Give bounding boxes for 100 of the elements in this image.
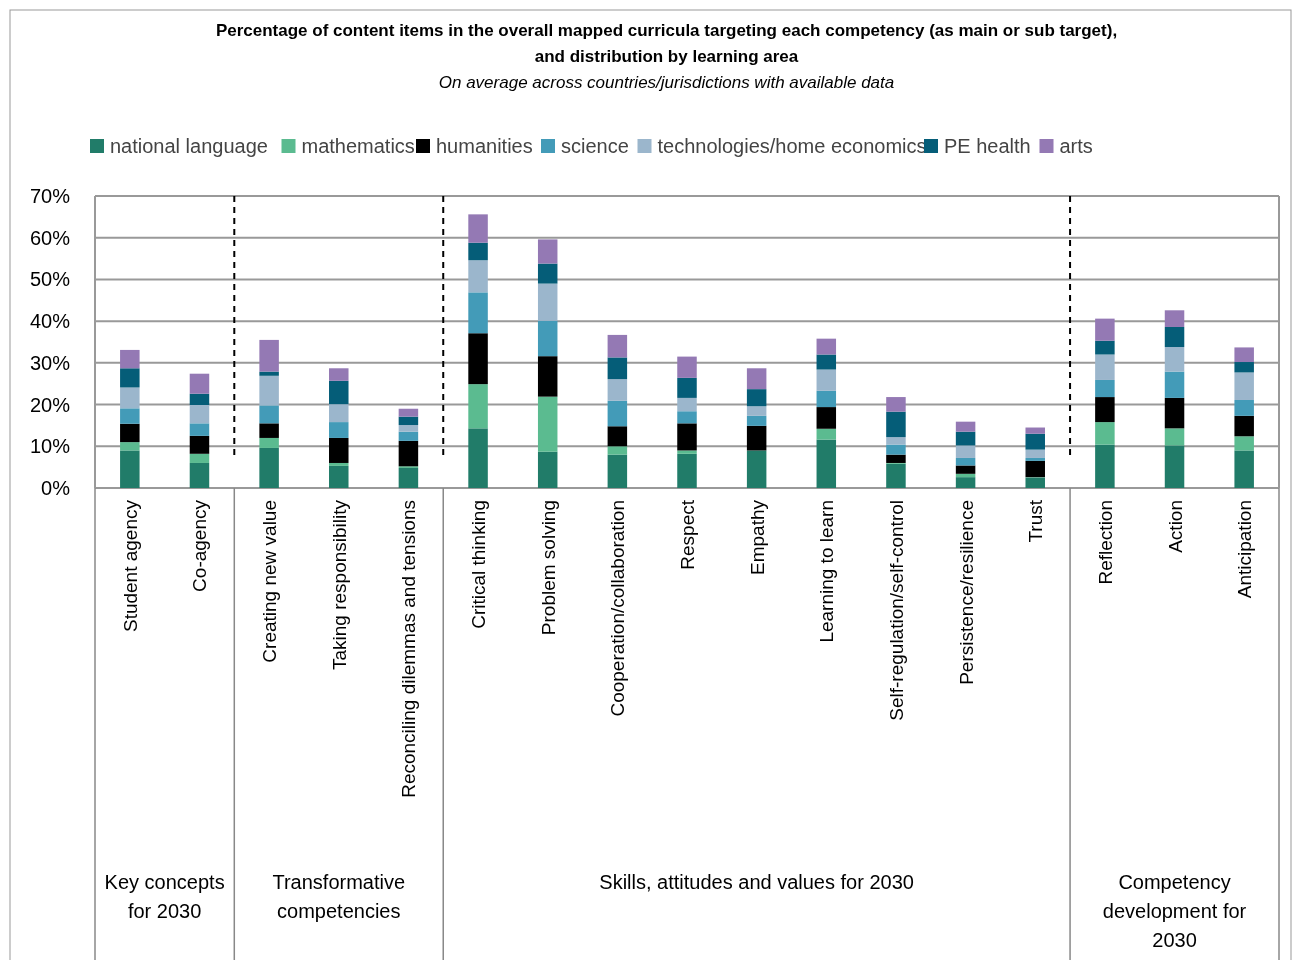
bar [468,428,488,488]
y-tick-label: 30% [29,351,71,374]
bar [886,444,906,455]
bar [120,442,140,451]
bar [398,425,419,432]
bar [259,339,279,372]
text: Transformative competencies [272,871,406,922]
y-tick-label: 70% [29,185,71,207]
bar [1095,340,1115,355]
bar [120,423,140,443]
bar [816,407,837,429]
chart-subtitle: On average across countries/jurisdictions with available data [438,73,895,92]
x-tick-label: Learning to learn [816,500,838,643]
bar [886,437,906,445]
x-tick-label: Co-agency [189,499,211,592]
bar [1025,427,1045,434]
x-tick-label: Reflection [1094,500,1116,585]
bar [537,239,558,264]
bar [607,454,628,488]
bar [1164,371,1185,398]
bar [955,465,976,474]
text: Key concepts for 2030 [104,871,225,922]
bar [537,283,558,321]
y-tick-label: 60% [29,226,71,249]
bar [816,338,837,355]
bar [1025,433,1045,450]
bar [816,369,837,391]
bar [955,457,976,466]
bar [537,263,558,284]
bar [677,397,697,412]
bar [189,453,210,463]
bar [329,368,349,381]
bar [607,379,628,401]
bar [259,423,279,438]
x-tick-label: Anticipation [1234,500,1256,599]
x-tick-label: Trust [1025,499,1047,543]
x-tick-label: Cooperation/collaboration [607,500,629,717]
chart-title: Percentage of content items in the overall mapped curricula targeting each competency (as main or sub target), and distribution by learning area [215,21,1118,66]
bar [189,423,210,436]
bar [259,371,279,376]
bar [1164,310,1185,327]
bar [259,405,279,424]
bar [259,375,279,406]
bar [1234,450,1254,488]
bar [1025,457,1045,461]
bar [1234,436,1254,451]
bar [537,320,558,357]
bar [1025,460,1045,478]
bar [398,467,419,488]
bar [1164,445,1185,488]
x-tick-label: Action [1164,500,1186,553]
bar [955,421,976,432]
bar [468,242,488,261]
legend-label: science [561,135,629,157]
x-tick-label: Reconciling dilemmas and tensions [398,500,420,798]
bar [120,408,140,424]
x-tick-label: Problem solving [537,500,559,636]
bar [468,214,488,243]
bar [329,462,349,466]
bar [398,440,419,467]
bar [816,390,837,408]
x-tick-label: Respect [677,499,698,570]
bar [607,334,628,358]
bar [398,416,419,426]
bar [1234,399,1254,416]
bar [677,453,697,488]
bar [955,431,976,446]
y-tick-label: 10% [29,435,71,458]
bar [816,439,837,488]
y-tick-label: 40% [29,310,71,333]
bar [677,377,697,398]
bar [816,354,837,370]
bar [120,349,140,369]
bar [746,389,767,407]
bar [1164,326,1185,348]
bar [607,446,628,455]
bar [746,450,767,488]
y-tick-label: 0% [41,477,71,499]
bar [1095,379,1115,398]
bar [189,393,210,405]
bar [537,451,558,488]
bar [607,426,628,447]
x-tick-label: Persistence/resilience [955,500,977,685]
bar [1234,347,1254,363]
y-tick-label: 20% [29,393,71,416]
legend-label: mathematics [301,135,415,157]
bar [189,435,210,454]
bar [607,400,628,427]
bar [329,380,349,405]
bar [468,384,488,429]
bar [1095,444,1115,488]
bar [120,387,140,409]
bar [537,396,558,452]
bar [1164,347,1185,372]
legend-label: PE health [944,135,1031,157]
x-tick-label: Critical thinking [468,500,490,629]
bar [677,423,697,451]
bar [746,368,767,390]
bar [468,260,488,293]
bar [537,356,558,397]
